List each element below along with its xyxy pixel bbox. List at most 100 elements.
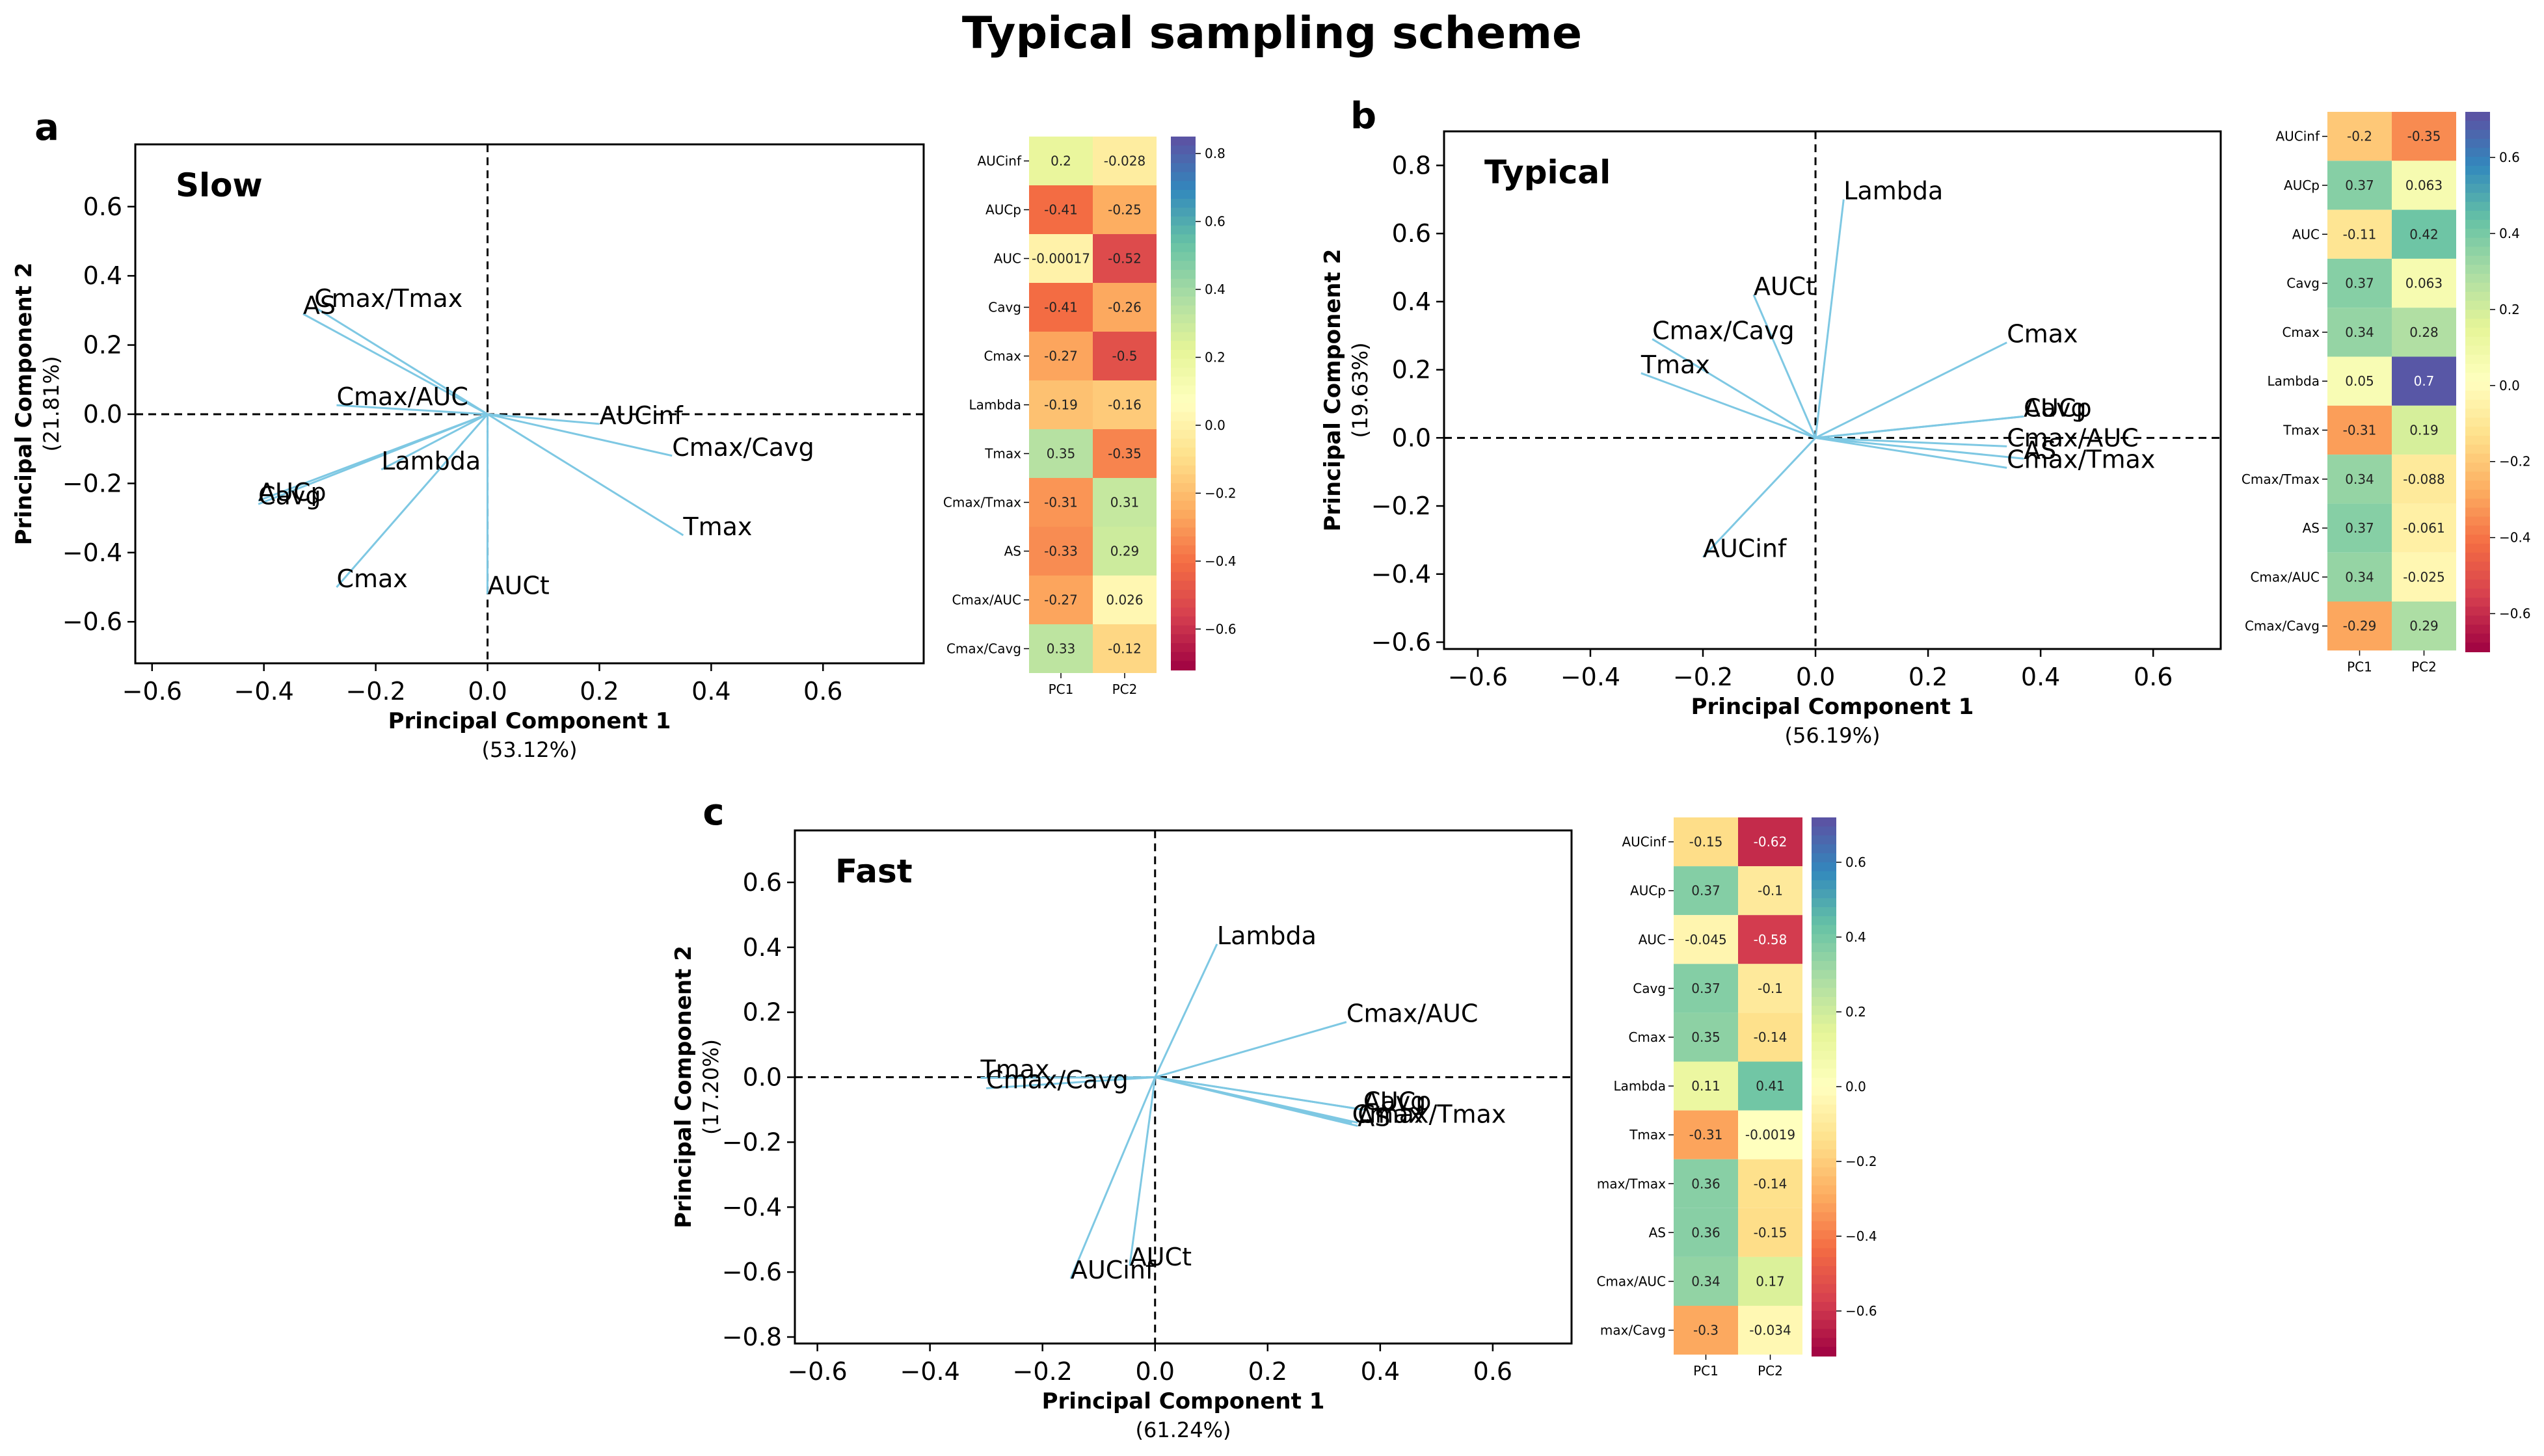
colorbar-segment bbox=[1812, 1149, 1836, 1159]
colorbar-segment bbox=[1812, 1347, 1836, 1357]
heatmap-cell-value: -0.31 bbox=[1689, 1127, 1723, 1143]
heatmap-row-label: AS bbox=[1004, 544, 1021, 559]
heatmap-row-label: AUC bbox=[994, 251, 1021, 267]
colorbar-segment bbox=[1812, 1033, 1836, 1042]
colorbar-segment bbox=[2465, 633, 2490, 644]
heatmap-cell bbox=[1738, 1208, 1802, 1257]
colorbar-segment bbox=[1171, 341, 1196, 351]
colorbar-segment bbox=[1812, 880, 1836, 890]
vector-label-lambda: Lambda bbox=[1217, 921, 1317, 950]
heatmap-cell bbox=[1093, 478, 1157, 527]
vector-label-aucinf: AUCinf bbox=[599, 401, 684, 430]
heatmap-cell bbox=[2392, 455, 2456, 504]
heatmap-cell-value: -0.41 bbox=[1044, 300, 1078, 315]
y-tick-label: −0.6 bbox=[722, 1258, 782, 1286]
colorbar-segment bbox=[1171, 163, 1196, 173]
colorbar-segment bbox=[1812, 960, 1836, 971]
heatmap-cell bbox=[2392, 112, 2456, 161]
colorbar-tick-label: −0.2 bbox=[1845, 1154, 1877, 1169]
colorbar-segment bbox=[1171, 536, 1196, 546]
vector-cmax-cavg bbox=[1652, 338, 1816, 439]
vector-label-cmax-tmax: Cmax/Tmax bbox=[2007, 445, 2155, 473]
colorbar-segment bbox=[1171, 607, 1196, 617]
vector-label-aucinf: AUCinf bbox=[1703, 535, 1787, 563]
heatmap-cell-value: -0.15 bbox=[1689, 834, 1723, 850]
heatmap-row-label: Cmax/Tmax bbox=[2242, 471, 2320, 487]
vector-label-cmax-auc: Cmax/AUC bbox=[1346, 999, 1478, 1028]
colorbar-segment bbox=[1171, 634, 1196, 644]
colorbar-segment bbox=[1812, 1024, 1836, 1034]
heatmap-cell bbox=[2392, 602, 2456, 651]
colorbar-segment bbox=[1812, 916, 1836, 926]
heatmap-cell-value: -0.1 bbox=[1758, 981, 1783, 996]
colorbar-segment bbox=[2465, 256, 2490, 266]
colorbar-segment bbox=[1171, 314, 1196, 324]
colorbar-segment bbox=[1171, 234, 1196, 244]
vector-label-cavg: Cavg bbox=[2024, 393, 2086, 422]
heatmap-cell bbox=[2327, 356, 2392, 406]
heatmap-cell-value: 0.026 bbox=[1106, 592, 1143, 608]
colorbar-segment bbox=[1812, 1203, 1836, 1213]
heatmap-cell bbox=[1029, 283, 1093, 332]
heatmap-cell bbox=[1029, 137, 1093, 185]
colorbar-tick-label: 0.4 bbox=[1845, 929, 1866, 945]
colorbar-segment bbox=[1171, 358, 1196, 369]
colorbar-segment bbox=[2465, 265, 2490, 274]
colorbar-segment bbox=[1812, 970, 1836, 980]
heatmap-cell-value: 0.29 bbox=[1110, 544, 1140, 559]
colorbar-segment bbox=[2465, 345, 2490, 356]
colorbar-segment bbox=[1171, 501, 1196, 510]
colorbar-segment bbox=[1171, 661, 1196, 670]
heatmap-cell-value: -0.045 bbox=[1685, 932, 1726, 947]
heatmap-row-label: Cmax/AUC bbox=[1596, 1273, 1666, 1289]
x-tick-label: −0.4 bbox=[900, 1357, 960, 1386]
x-axis-subtitle: (56.19%) bbox=[1785, 723, 1881, 748]
heatmap-column-label: PC2 bbox=[2411, 659, 2437, 674]
colorbar-segment bbox=[1812, 1132, 1836, 1141]
loadings-heatmap: AUCinf -0.15 -0.62 AUCp 0.37 -0.1 AUC -0.045 -0.… bbox=[1596, 817, 1802, 1379]
colorbar-tick-label: 0.2 bbox=[1845, 1004, 1866, 1020]
heatmap-cell bbox=[1093, 576, 1157, 624]
x-axis-title: Principal Component 1 bbox=[388, 708, 671, 734]
colorbar-segment bbox=[1812, 1302, 1836, 1312]
heatmap-cell-value: 0.37 bbox=[2345, 276, 2374, 291]
colorbar-segment bbox=[1171, 430, 1196, 440]
x-axis-title: Principal Component 1 bbox=[1691, 694, 1974, 720]
heatmap-cell-value: 0.42 bbox=[2409, 226, 2439, 242]
vector-label-aucp: AUCp bbox=[2024, 393, 2091, 422]
colorbar-segment bbox=[1171, 518, 1196, 529]
heatmap-row-label: Lambda bbox=[2267, 373, 2320, 389]
vector-cmax-auc bbox=[336, 404, 488, 416]
colorbar-segment bbox=[1171, 492, 1196, 502]
colorbar-tick-label: −0.4 bbox=[2499, 530, 2531, 546]
vector-label-auct: AUCt bbox=[1130, 1243, 1192, 1271]
panel-name: Slow bbox=[176, 166, 263, 204]
x-tick-label: 0.4 bbox=[2021, 663, 2060, 691]
heatmap-row-label: max/Tmax bbox=[1597, 1176, 1666, 1191]
colorbar-segment bbox=[2465, 364, 2490, 374]
colorbar-segment bbox=[1812, 853, 1836, 863]
y-tick-label: 0.6 bbox=[83, 192, 122, 221]
y-tick-label: −0.2 bbox=[1371, 492, 1431, 520]
heatmap-cell-value: 0.17 bbox=[1756, 1273, 1785, 1289]
panel-b: b Typical −0.6 −0.4 −0.2 0.0 0.2 0.4 0.6 −0.6 −0.4… bbox=[1320, 95, 2531, 748]
colorbar-segment bbox=[1171, 412, 1196, 422]
heatmap-cell bbox=[2327, 112, 2392, 161]
colorbar-segment bbox=[2465, 471, 2490, 482]
colorbar: 0.6 0.4 0.2 0.0 −0.2 −0.4 −0.6 bbox=[2465, 112, 2531, 652]
vector-label-as: AS bbox=[1358, 1103, 1390, 1132]
colorbar-segment bbox=[1171, 590, 1196, 600]
colorbar-segment bbox=[1171, 172, 1196, 182]
y-tick-label: −0.6 bbox=[1371, 628, 1431, 657]
panel-a: a Slow −0.6 −0.4 −0.2 0.0 0.2 0.4 0.6 −0.6 −0.4 −0.… bbox=[11, 107, 1237, 762]
vector-label-aucp: AUCp bbox=[1363, 1087, 1431, 1115]
colorbar: 0.6 0.4 0.2 0.0 −0.2 −0.4 −0.6 bbox=[1812, 817, 1877, 1357]
colorbar-segment bbox=[1812, 1059, 1836, 1070]
colorbar-segment bbox=[1171, 563, 1196, 573]
colorbar-tick-label: −0.6 bbox=[1205, 621, 1237, 637]
colorbar-segment bbox=[2465, 336, 2490, 347]
vector-label-tmax: Tmax bbox=[682, 512, 752, 541]
colorbar-segment bbox=[1812, 925, 1836, 935]
vector-label-auct: AUCt bbox=[488, 572, 550, 600]
heatmap-cell-value: 0.37 bbox=[2345, 520, 2374, 536]
